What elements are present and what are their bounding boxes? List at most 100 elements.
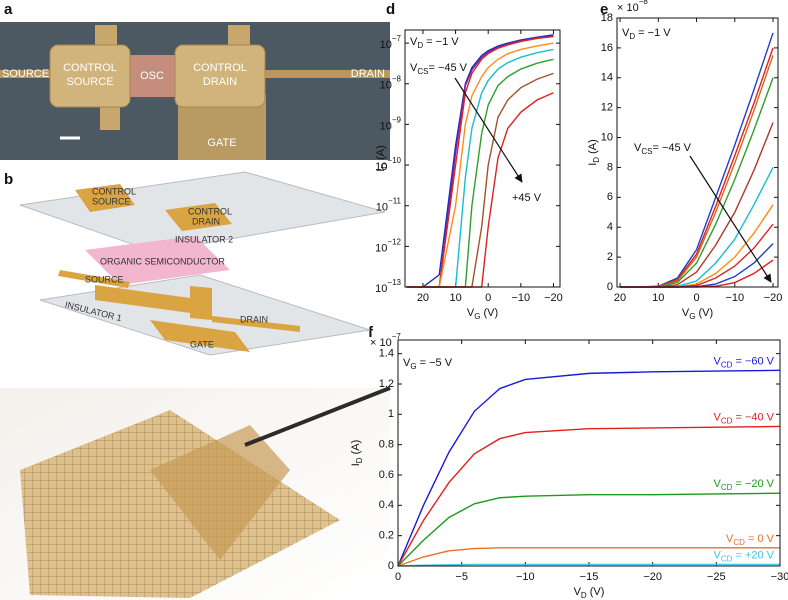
y-axis-label: ID (A) xyxy=(375,145,389,172)
series-label-part: V xyxy=(714,549,722,561)
condition-part: = −5 V xyxy=(417,357,453,369)
annotation: VCS= −45 V xyxy=(634,142,692,156)
x-axis-label-part: V xyxy=(467,307,475,319)
condition-part: V xyxy=(622,27,630,39)
series-label-part: CD xyxy=(721,483,733,492)
data-line xyxy=(397,492,781,567)
panel-label: f xyxy=(368,324,374,341)
y-tick-label: 1.4 xyxy=(379,348,394,360)
y-tick-label: 10 xyxy=(601,131,613,143)
label: SOURCE xyxy=(85,274,124,284)
y-tick-label: 10−13 xyxy=(375,278,401,295)
y-tick-label: 0.4 xyxy=(379,499,394,511)
data-line xyxy=(620,259,774,288)
y-tick-label: 0.8 xyxy=(379,439,394,451)
series-label-part: CD xyxy=(721,555,733,564)
label: OSC xyxy=(140,70,164,82)
plot-frame xyxy=(404,29,561,288)
label: SOURCE xyxy=(2,68,49,80)
condition-part: = −1 V xyxy=(635,27,671,39)
x-axis-label-part: (V) xyxy=(587,586,605,598)
series-label-part: = +20 V xyxy=(732,549,774,561)
data-line xyxy=(397,563,780,567)
label: CONTROL xyxy=(193,62,247,74)
x-axis-label-part: V xyxy=(682,307,690,319)
y-tick-label: 10−9 xyxy=(380,116,402,133)
x-tick-label: 10 xyxy=(449,292,461,304)
y-tick-label-part: 10 xyxy=(380,80,392,92)
photo xyxy=(0,386,391,600)
label: SOURCE xyxy=(92,196,131,206)
multiplier-part: × 10 xyxy=(617,2,639,14)
condition-part: D xyxy=(629,32,635,41)
x-tick-label: −20 xyxy=(643,571,662,583)
label: ORGANIC SEMICONDUCTOR xyxy=(100,256,225,266)
x-axis-label-part: (V) xyxy=(480,307,498,319)
annotation-arrow xyxy=(454,77,523,183)
x-tick-label: 10 xyxy=(652,292,664,304)
x-axis-label-part: (V) xyxy=(695,307,713,319)
x-axis-label: VD (V) xyxy=(574,586,605,600)
x-tick-label: −5 xyxy=(455,571,468,583)
y-axis-label-part: D xyxy=(380,163,389,169)
x-axis-label-part: D xyxy=(581,591,587,600)
condition-part: = −1 V xyxy=(423,36,459,48)
condition-part: D xyxy=(417,41,423,50)
series-label-part: = 0 V xyxy=(745,533,775,545)
annotation: +45 V xyxy=(512,192,542,204)
x-tick-label: 0 xyxy=(485,292,491,304)
x-axis-label: VG (V) xyxy=(682,307,713,321)
data-line xyxy=(397,425,781,567)
condition-part: G xyxy=(410,362,416,371)
y-axis-label-part: I xyxy=(350,463,362,466)
y-tick-label: 6 xyxy=(607,191,613,203)
y-tick-label: 10−11 xyxy=(376,197,402,214)
x-tick-label: −10 xyxy=(516,571,535,583)
y-tick-label-part: 10 xyxy=(375,242,387,254)
condition-part: V xyxy=(410,36,418,48)
series-label: VCD = −40 V xyxy=(714,411,775,425)
data-line xyxy=(406,92,554,288)
x-tick-label: 0 xyxy=(395,571,401,583)
y-tick-label-part: 10 xyxy=(375,161,387,173)
series-label-part: = −60 V xyxy=(732,355,774,367)
control-drain-pad xyxy=(174,44,266,108)
y-tick-label-part: 10 xyxy=(380,39,392,51)
y-tick-label: 8 xyxy=(607,161,613,173)
y-tick-label-part: 10 xyxy=(380,120,392,132)
panel-label: a xyxy=(4,1,13,18)
x-axis-label-part: G xyxy=(474,312,480,321)
y-axis-label: ID (A) xyxy=(587,139,601,166)
x-tick-label: −10 xyxy=(725,292,744,304)
annotation-part: CS xyxy=(641,147,652,156)
source-electrode xyxy=(58,270,130,288)
y-axis-label-part: I xyxy=(587,163,599,166)
tweezers xyxy=(244,386,391,447)
y-tick-label: 10−8 xyxy=(380,75,402,92)
y-tick-label-part: −13 xyxy=(387,278,401,287)
control-source-electrode xyxy=(75,184,135,212)
y-tick-label: 10−10 xyxy=(375,156,401,173)
x-axis-label-part: G xyxy=(689,312,695,321)
label: INSULATOR 2 xyxy=(175,234,233,244)
multiplier: × 10−7 xyxy=(370,332,401,349)
y-tick-label: 4 xyxy=(607,221,613,233)
y-axis-label-part: D xyxy=(592,157,601,163)
x-axis-label: VG (V) xyxy=(467,307,498,321)
y-tick-label: 0 xyxy=(607,281,613,293)
drain-electrode xyxy=(212,316,300,332)
series-label-part: V xyxy=(726,533,734,545)
multiplier: × 10−8 xyxy=(617,0,648,14)
panel-label: d xyxy=(386,1,395,18)
data-line xyxy=(397,547,780,567)
y-tick-label: 10−7 xyxy=(380,34,402,51)
annotation-arrow xyxy=(689,155,772,283)
y-tick-label: 12 xyxy=(601,102,613,114)
series-label: VCD = +20 V xyxy=(714,549,775,563)
multiplier-part: × 10 xyxy=(370,337,392,349)
plot-frame xyxy=(397,339,781,567)
y-tick-label: 14 xyxy=(601,72,613,84)
source-electrode xyxy=(95,285,205,315)
series-label-part: = −40 V xyxy=(732,411,774,423)
peeled-foil xyxy=(150,425,290,560)
